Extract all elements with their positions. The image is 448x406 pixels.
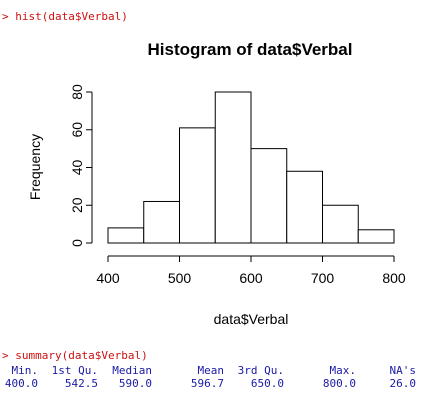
histogram-bar bbox=[322, 204, 359, 244]
chart-title: Histogram of data$Verbal bbox=[147, 40, 352, 59]
summary-command-text: summary(data$Verbal) bbox=[15, 349, 148, 362]
summary-value-row: 400.0 542.5 590.0 596.7 650.0 800.0 26.0 bbox=[2, 377, 416, 390]
summary-value: 590.0 bbox=[118, 377, 152, 390]
console-prompt: > bbox=[2, 10, 9, 23]
histogram-bars bbox=[107, 91, 395, 244]
summary-value: 596.7 bbox=[190, 377, 224, 390]
y-tick-label: 60 bbox=[69, 122, 85, 138]
console-prompt: > bbox=[2, 349, 9, 362]
x-tick-label: 800 bbox=[382, 270, 406, 286]
x-axis: 400 500 600 700 800 bbox=[96, 255, 406, 286]
console-command-summary: > summary(data$Verbal) bbox=[2, 349, 148, 362]
summary-header: Min. bbox=[11, 364, 39, 377]
summary-header: NA's bbox=[389, 364, 417, 377]
histogram-bar bbox=[143, 200, 180, 244]
summary-header: Max. bbox=[329, 364, 357, 377]
summary-value: 800.0 bbox=[322, 377, 356, 390]
hist-command-text: hist(data$Verbal) bbox=[15, 10, 128, 23]
summary-value: 650.0 bbox=[250, 377, 284, 390]
histogram-bar bbox=[107, 227, 145, 244]
summary-header: Mean bbox=[197, 364, 225, 377]
y-tick-label: 80 bbox=[69, 84, 85, 100]
summary-header: 3rd Qu. bbox=[237, 364, 284, 377]
summary-output: Min. 1st Qu. Median Mean 3rd Qu. Max. NA… bbox=[2, 364, 416, 390]
summary-value: 542.5 bbox=[64, 377, 98, 390]
summary-header-row: Min. 1st Qu. Median Mean 3rd Qu. Max. NA… bbox=[2, 364, 417, 377]
histogram-bar bbox=[179, 127, 216, 244]
x-tick-label: 600 bbox=[239, 270, 263, 286]
x-axis-label: data$Verbal bbox=[214, 311, 289, 327]
summary-header: Median bbox=[112, 364, 152, 377]
histogram-bar bbox=[357, 229, 395, 244]
x-tick-label: 400 bbox=[96, 270, 120, 286]
histogram-plot: Histogram of data$Verbal 0 20 40 60 80 400 50… bbox=[27, 40, 406, 327]
y-tick-label: 40 bbox=[69, 160, 85, 176]
x-tick-label: 500 bbox=[168, 270, 192, 286]
y-axis: 0 20 40 60 80 bbox=[69, 84, 93, 247]
y-tick-label: 0 bbox=[69, 239, 85, 247]
y-tick-label: 20 bbox=[69, 197, 85, 213]
summary-value: 26.0 bbox=[389, 377, 417, 390]
summary-header: 1st Qu. bbox=[51, 364, 98, 377]
histogram-bar bbox=[250, 148, 288, 244]
console-command-hist: > hist(data$Verbal) bbox=[2, 10, 128, 23]
histogram-bar bbox=[286, 170, 323, 244]
y-axis-label: Frequency bbox=[27, 134, 43, 200]
summary-value: 400.0 bbox=[4, 377, 38, 390]
x-tick-label: 700 bbox=[311, 270, 335, 286]
histogram-bar bbox=[214, 91, 252, 244]
